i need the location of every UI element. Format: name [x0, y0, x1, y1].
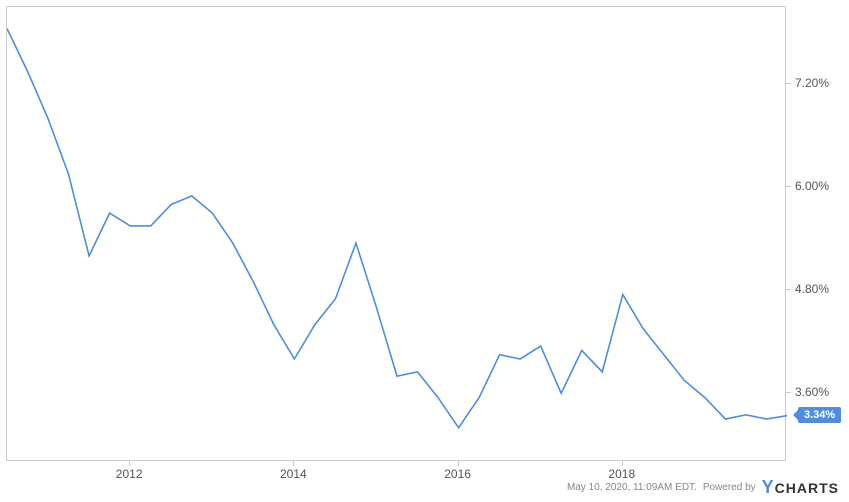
ycharts-logo: YCHARTS: [762, 477, 839, 498]
x-tick-mark: [622, 461, 623, 466]
x-tick-mark: [458, 461, 459, 466]
footer-powered-by: Powered by: [703, 482, 756, 493]
x-tick-mark: [293, 461, 294, 466]
y-tick-label: 3.60%: [795, 385, 829, 399]
x-tick-label: 2014: [280, 467, 307, 481]
plot-area: [6, 6, 786, 461]
y-tick-label: 7.20%: [795, 76, 829, 90]
x-tick-mark: [129, 461, 130, 466]
y-tick-mark: [786, 83, 791, 84]
data-line: [7, 28, 787, 427]
end-value-badge: 3.34%: [798, 407, 841, 423]
y-tick-mark: [786, 392, 791, 393]
y-tick-label: 6.00%: [795, 179, 829, 193]
chart-container: Dorel Industries Inc Operating Margin (T…: [0, 0, 849, 502]
y-tick-mark: [786, 186, 791, 187]
ycharts-logo-text: CHARTS: [775, 480, 839, 496]
chart-footer: May 10, 2020, 11:09AM EDT. Powered by YC…: [567, 477, 839, 498]
ycharts-logo-y: Y: [762, 477, 775, 498]
x-tick-label: 2016: [444, 467, 471, 481]
footer-timestamp: May 10, 2020, 11:09AM EDT.: [567, 482, 697, 493]
x-tick-label: 2012: [116, 467, 143, 481]
line-plot: [7, 7, 787, 462]
y-tick-mark: [786, 289, 791, 290]
y-tick-label: 4.80%: [795, 282, 829, 296]
